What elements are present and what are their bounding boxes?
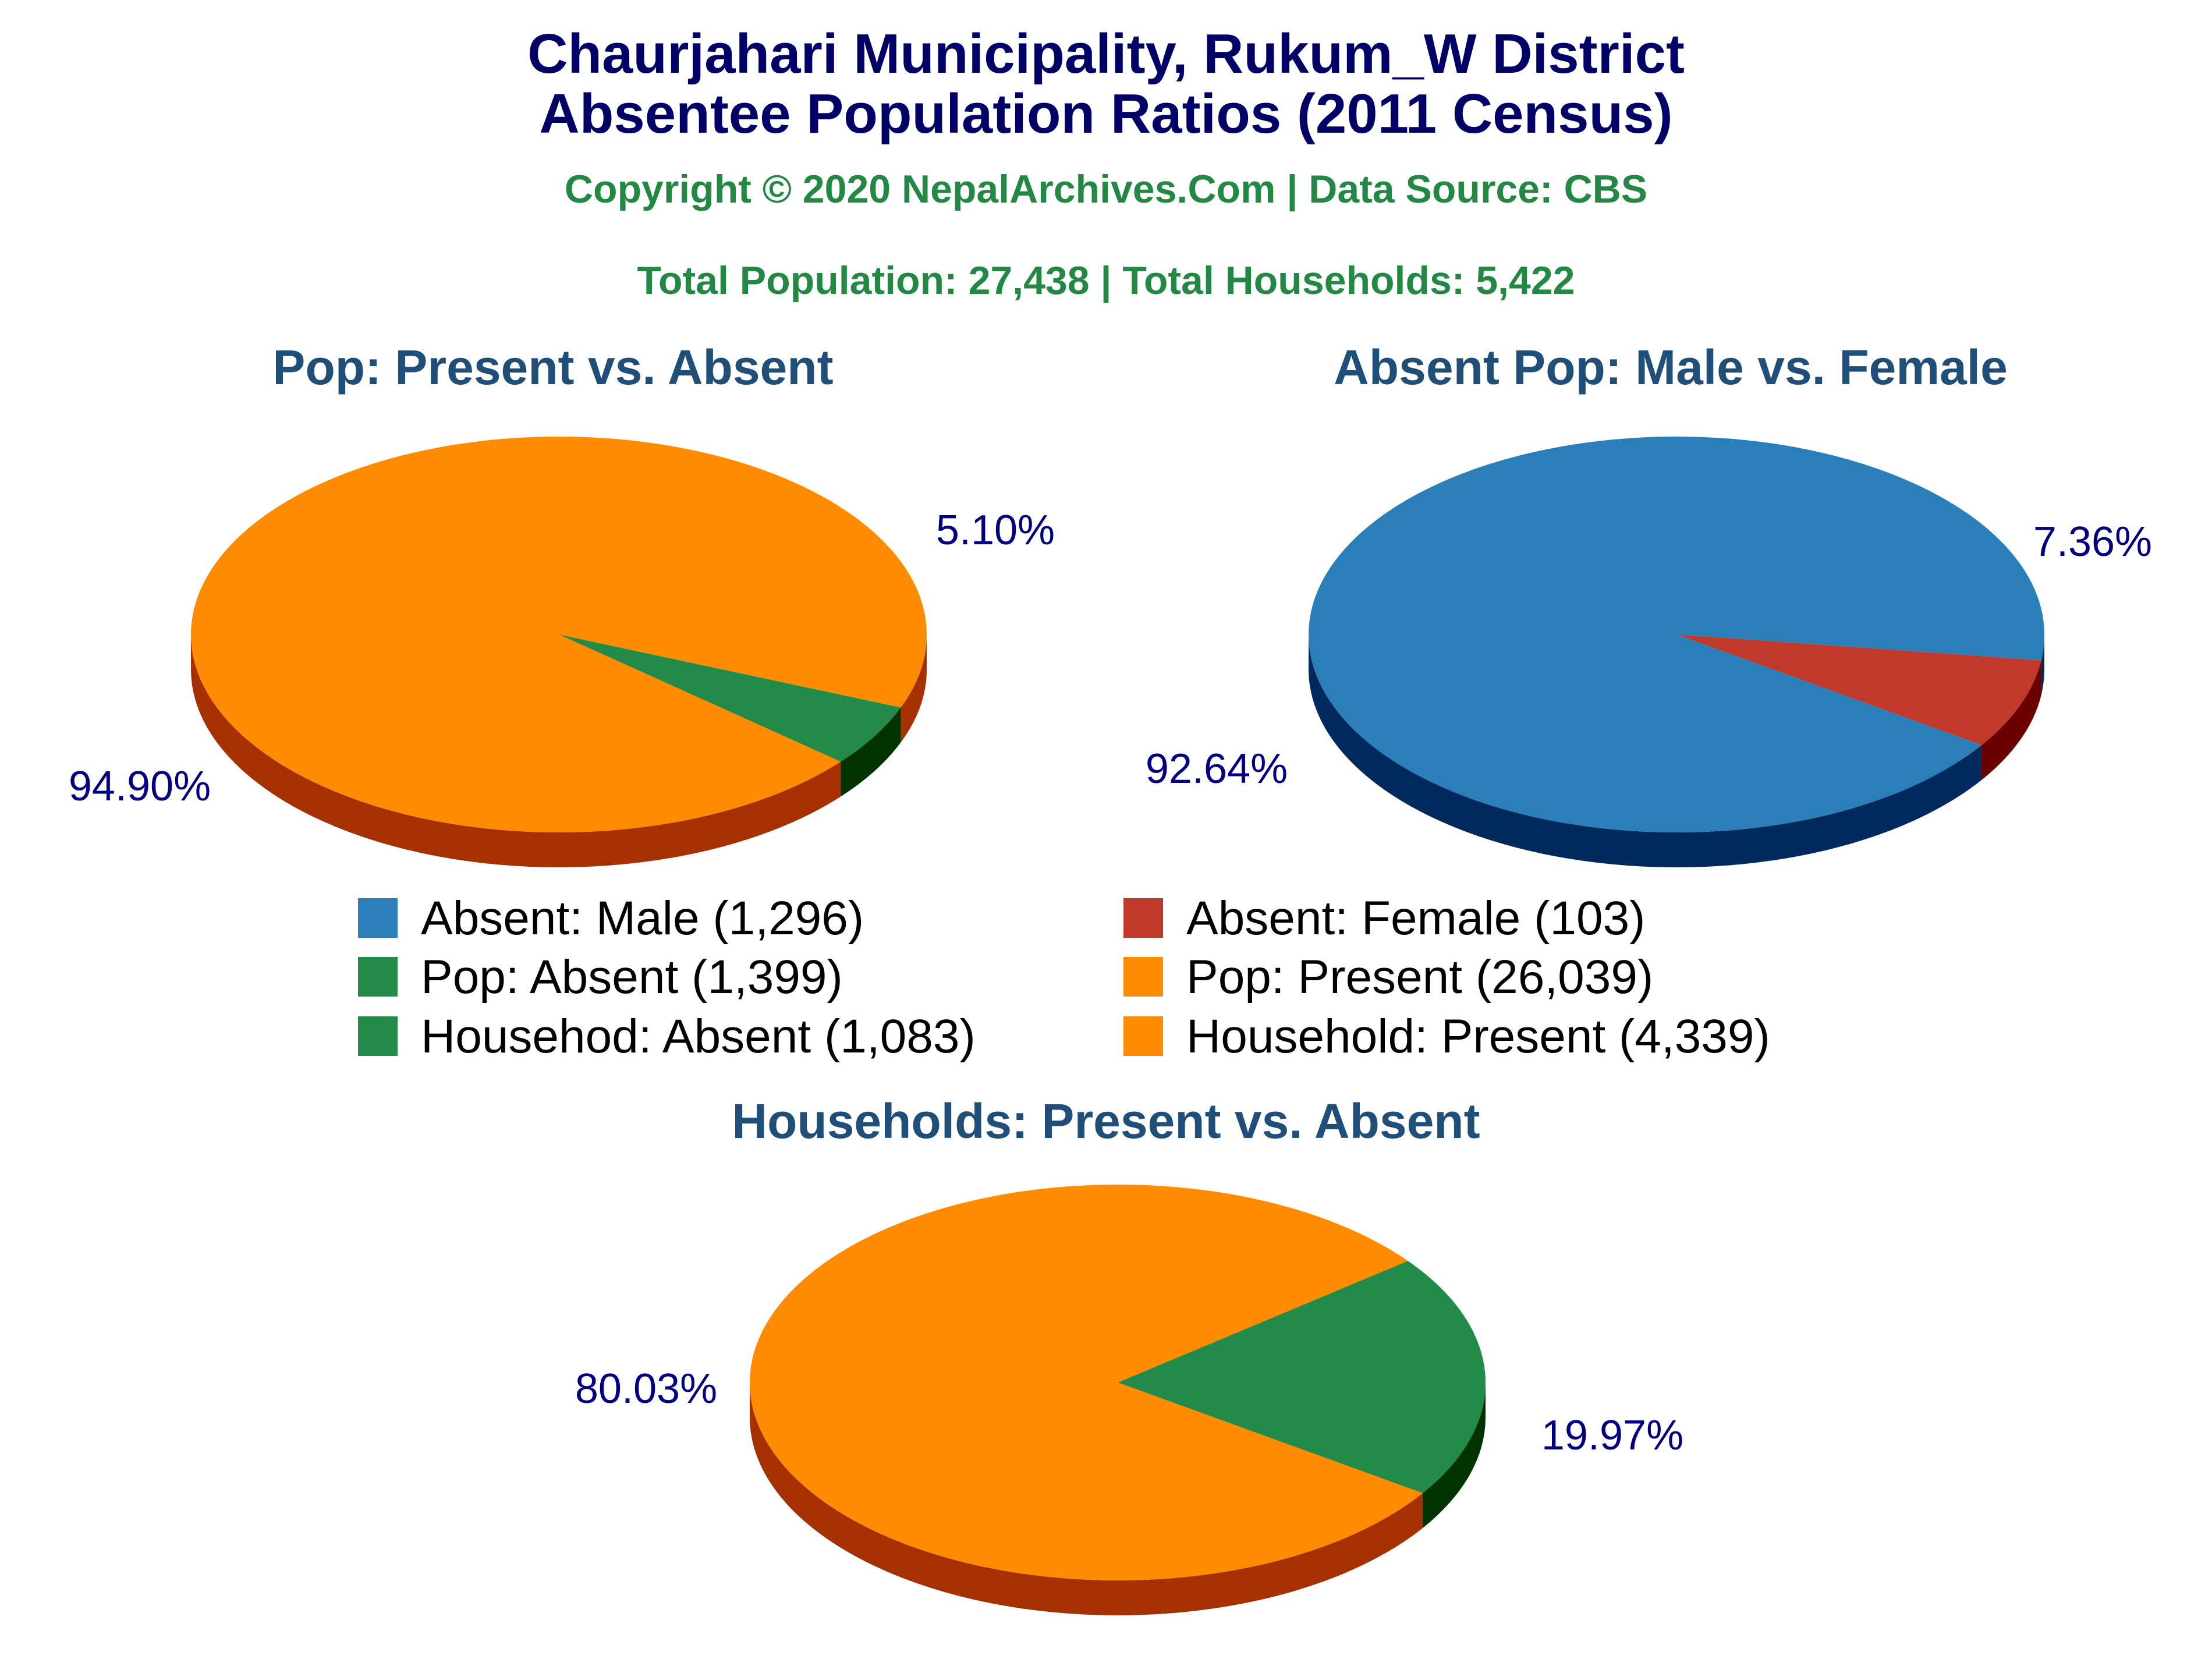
legend-label-4: Househod: Absent (1,083) xyxy=(421,1010,976,1063)
pie3-title: Households: Present vs. Absent xyxy=(732,1094,1480,1148)
pie-1: 5.10% 94.90% xyxy=(69,437,1055,868)
pie3-label-0: 19.97% xyxy=(1541,1412,1683,1459)
pie3-slice-0 xyxy=(1118,1261,1486,1494)
legend-label-1: Absent: Female (103) xyxy=(1186,892,1646,945)
pie2-title: Absent Pop: Male vs. Female xyxy=(1334,340,2008,395)
legend-swatch-3 xyxy=(1123,957,1163,997)
copyright-text: Copyright © 2020 NepalArchives.Com | Dat… xyxy=(565,167,1647,212)
legend-item-3: Pop: Present (26,039) xyxy=(1123,951,1653,1004)
totals-text: Total Population: 27,438 | Total Househo… xyxy=(637,258,1575,303)
chart-title-line1: Chaurjahari Municipality, Rukum_W Distri… xyxy=(527,23,1685,85)
pie2-side-1-0 xyxy=(2041,634,2044,696)
pie2-slice-0 xyxy=(1676,634,2041,746)
pie2-label-0: 7.36% xyxy=(2033,519,2152,565)
legend-item-0: Absent: Male (1,296) xyxy=(358,892,864,945)
legend-item-4: Househod: Absent (1,083) xyxy=(358,1010,976,1063)
pie1-side-1-1 xyxy=(191,634,841,868)
legend-swatch-1 xyxy=(1123,898,1163,938)
legend-label-2: Pop: Absent (1,399) xyxy=(421,951,843,1004)
pie-charts: 5.10% 94.90% 7.36% 92.64% 19.97% 80.03% xyxy=(69,437,2152,1615)
pie2-label-1: 92.64% xyxy=(1146,746,1288,792)
pie-2: 7.36% 92.64% xyxy=(1146,437,2152,867)
pie1-slice-1 xyxy=(190,437,927,833)
legend-label-3: Pop: Present (26,039) xyxy=(1186,951,1653,1004)
pie1-slice-0 xyxy=(559,634,901,762)
legend-item-5: Household: Present (4,339) xyxy=(1123,1010,1770,1063)
pie1-title: Pop: Present vs. Absent xyxy=(272,340,833,395)
legend-label-5: Household: Present (4,339) xyxy=(1186,1010,1770,1063)
legend-item-2: Pop: Absent (1,399) xyxy=(358,951,843,1004)
pie1-side-1-0 xyxy=(901,634,927,743)
legend-swatch-2 xyxy=(358,957,398,997)
pie1-label-1: 94.90% xyxy=(69,763,211,810)
pie3-side-1-0 xyxy=(750,1383,1423,1615)
pie1-label-0: 5.10% xyxy=(936,507,1055,554)
pie1-side-0-0 xyxy=(841,707,901,797)
pie3-side-0-0 xyxy=(1422,1383,1486,1529)
pie3-slice-1 xyxy=(749,1185,1423,1581)
pie2-slice-1 xyxy=(1309,437,2044,832)
pie3-label-1: 80.03% xyxy=(575,1366,717,1412)
chart-title-line2: Absentee Population Ratios (2011 Census) xyxy=(539,83,1672,145)
legend-swatch-5 xyxy=(1123,1016,1163,1056)
legend-swatch-4 xyxy=(358,1016,398,1056)
legend: Absent: Male (1,296) Absent: Female (103)… xyxy=(358,892,1770,1063)
legend-label-0: Absent: Male (1,296) xyxy=(421,892,864,945)
pie-3: 19.97% 80.03% xyxy=(575,1185,1683,1615)
pie2-side-0-0 xyxy=(1981,660,2041,781)
legend-item-1: Absent: Female (103) xyxy=(1123,892,1646,945)
pie2-side-1-1 xyxy=(1309,634,1981,867)
legend-swatch-0 xyxy=(358,898,398,938)
